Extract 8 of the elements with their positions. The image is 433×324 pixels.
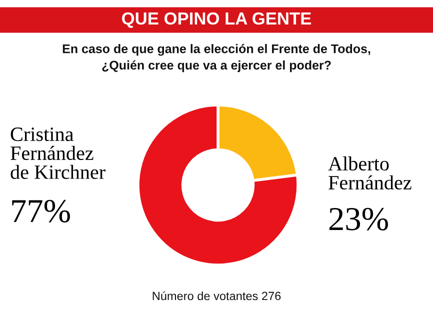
- text: Número de votantes 276: [152, 291, 281, 300]
- data-label: 77%: [12, 200, 70, 222]
- slice-label: Cristina Fernández de Kirchner: [10, 128, 106, 180]
- donut-slice: [136, 104, 300, 266]
- data-label: 23%: [329, 208, 388, 230]
- chart-title: QUE OPINO LA GENTE: [122, 12, 311, 28]
- chart-subtitle: En caso de que gane la elección el Frente de Todos, ¿Quién cree que va a ejercer el poder?: [62, 44, 370, 72]
- slice-label: Alberto Fernández: [328, 156, 412, 190]
